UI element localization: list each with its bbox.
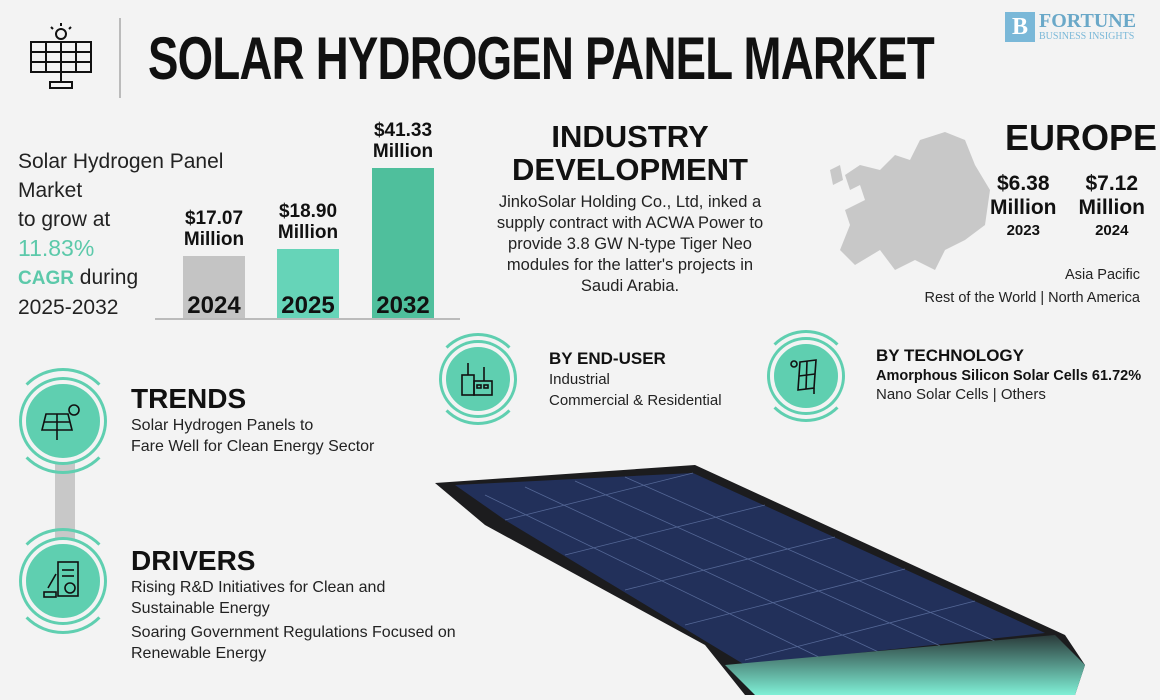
region-asia-pacific: Asia Pacific [1065,267,1140,283]
region-value-2024: $7.12 Million 2024 [1078,172,1146,239]
trends-title: TRENDS [131,383,247,414]
drivers-section: DRIVERS Rising R&D Initiatives for Clean… [131,545,456,664]
bar-2024 [183,256,245,318]
drivers-ring [10,528,116,634]
drivers-line: Sustainable Energy [131,600,270,617]
market-size-bar-chart: 2024 $17.07 Million 2025 $18.90 Million 2032 $4… [155,110,460,320]
category-label: 2025 [281,292,335,319]
solar-panel-icon [30,23,92,89]
trends-line: Fare Well for Clean Energy Sector [131,438,375,455]
end-user-segment: BY END-USER Industrial Commercial & Resi… [549,349,722,411]
category-label: 2032 [376,292,430,319]
solar-hydrogen-panel-image [435,465,1085,695]
category-label: 2024 [187,292,241,319]
x-axis [155,318,460,320]
growth-summary: Solar Hydrogen Panel Market to grow at 1… [18,147,223,322]
other-regions: Asia Pacific Rest of the World | North A… [925,264,1140,310]
divider [119,18,121,98]
region-value-2023: $6.38 Million 2023 [990,172,1057,239]
end-user-title: BY END-USER [549,349,666,368]
drivers-line: Soaring Government Regulations Focused o… [131,624,456,641]
trends-ring [10,368,116,474]
industry-title: DEVELOPMENT [512,152,748,187]
summary-line: Solar Hydrogen Panel [18,150,224,173]
drivers-line: Rising R&D Initiatives for Clean and [131,579,386,596]
trends-section: TRENDS Solar Hydrogen Panels to Fare Wel… [131,383,374,457]
cagr-label: CAGR [18,268,74,289]
region-values: $6.38 Million 2023 $7.12 Million 2024 [990,172,1145,239]
drivers-title: DRIVERS [131,545,256,576]
region-rest-of-world: Rest of the World [924,290,1037,306]
research-document-icon [22,540,104,622]
bar-2025 [277,249,339,318]
drivers-line: Renewable Energy [131,645,267,662]
solar-panel-icon [770,340,842,412]
technology-ring [760,330,852,422]
technology-item: Nano Solar Cells [876,386,989,403]
region-title: EUROPE [1005,117,1158,158]
trends-line: Solar Hydrogen Panels to [131,417,314,434]
summary-line: Market [18,179,83,202]
industry-text-line: JinkoSolar Holding Co., Ltd, inked a [498,193,762,211]
technology-segment: BY TECHNOLOGY Amorphous Silicon Solar Ce… [876,346,1142,403]
page-title: SOLAR HYDROGEN PANEL MARKET [148,25,935,92]
region-north-america: North America [1048,290,1140,306]
industry-text-line: modules for the latter's projects in [506,256,754,274]
europe-map [830,132,990,270]
factory-icon [442,343,514,415]
logo: B FORTUNE BUSINESS INSIGHTS [1005,10,1145,44]
technology-lead: Amorphous Silicon Solar Cells 61.72% [876,368,1142,384]
bar-2032 [372,168,434,318]
logo-subtext: BUSINESS INSIGHTS [1039,31,1135,42]
industry-text-line: Saudi Arabia. [580,277,680,295]
summary-line: to grow at [18,208,111,231]
logo-text: FORTUNE [1039,10,1137,32]
value-label: $18.90 Million [277,201,339,244]
solar-sun-icon [22,380,104,462]
industry-text-line: provide 3.8 GW N-type Tiger Neo [508,235,752,253]
end-user-item: Industrial [549,371,610,388]
summary-during: during [73,266,139,289]
value-label: $17.07 Million [183,208,245,251]
end-user-item: Commercial & Residential [549,392,722,409]
end-user-ring [432,333,524,425]
industry-development: INDUSTRY DEVELOPMENT JinkoSolar Holding … [480,120,780,297]
industry-text-line: supply contract with ACWA Power to [496,214,764,232]
technology-item: Others [1000,386,1046,403]
forecast-period: 2025-2032 [18,296,119,319]
industry-title: INDUSTRY [551,119,709,154]
cagr-value: 11.83% [18,235,95,261]
technology-title: BY TECHNOLOGY [876,346,1024,365]
value-label: $41.33 Million [372,120,434,162]
